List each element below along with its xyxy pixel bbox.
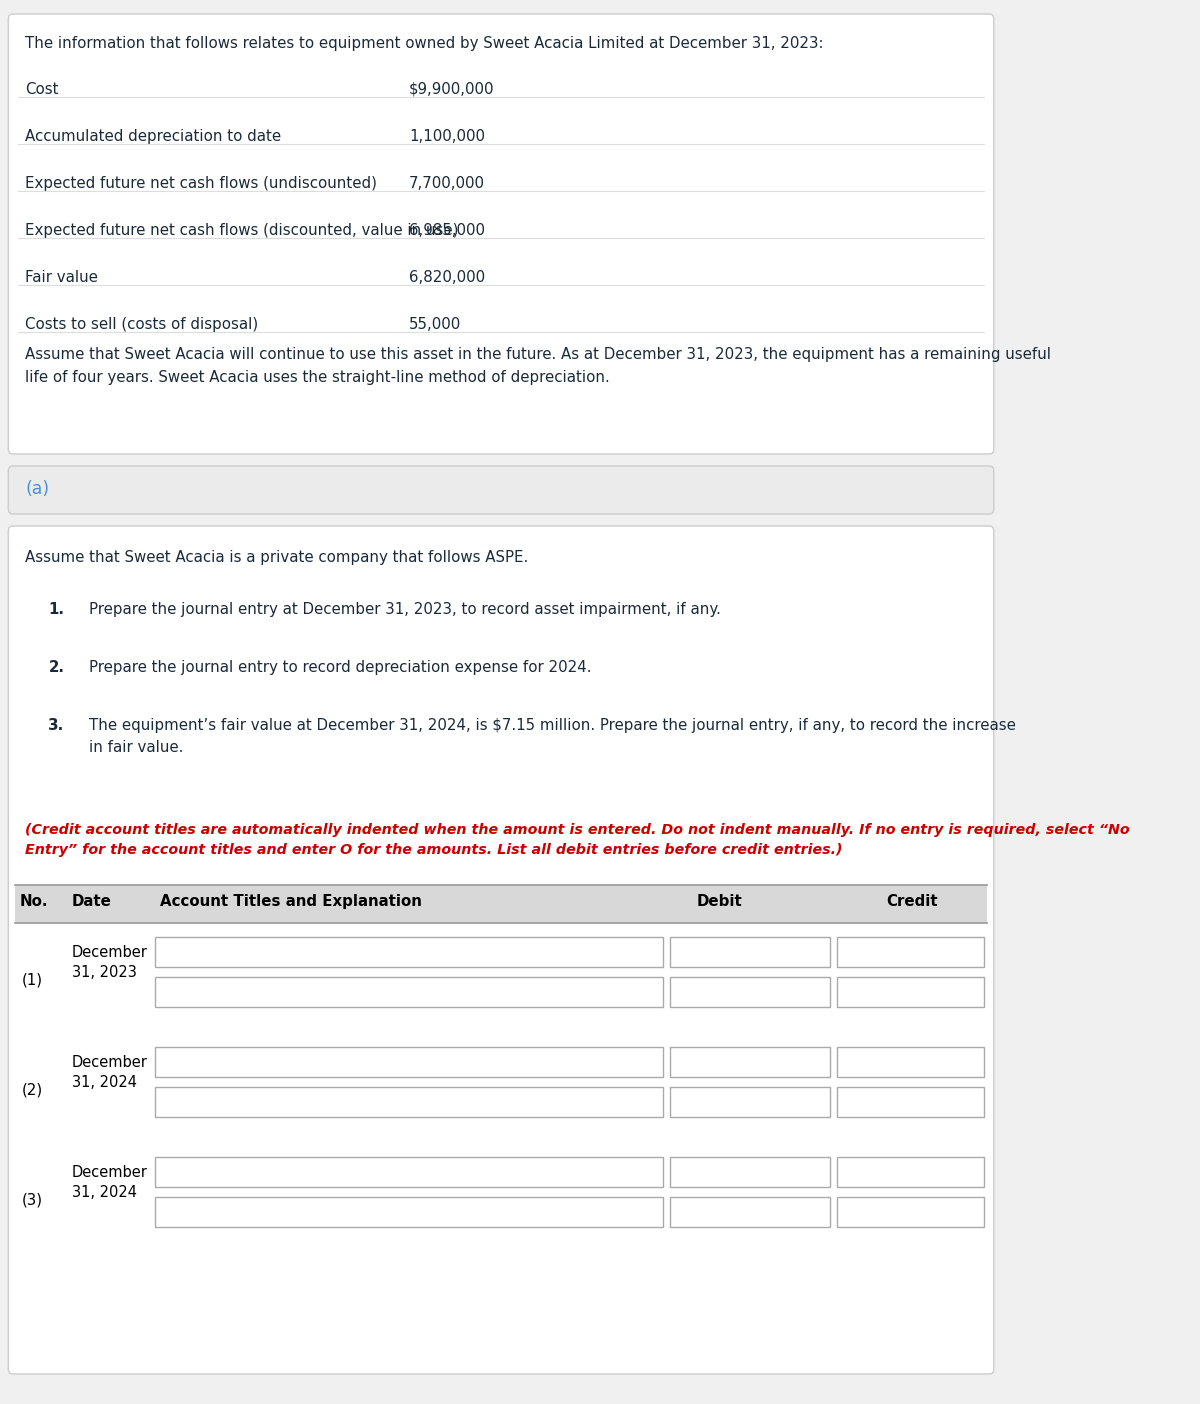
- Bar: [670, 1087, 830, 1118]
- Text: (a): (a): [25, 480, 49, 498]
- Bar: [155, 1198, 664, 1227]
- Bar: [155, 977, 664, 1007]
- Text: Credit: Credit: [886, 894, 937, 908]
- Text: 6,820,000: 6,820,000: [409, 270, 485, 285]
- Text: 1.: 1.: [48, 602, 65, 616]
- Text: (3): (3): [22, 1192, 43, 1207]
- Bar: [155, 1087, 664, 1118]
- FancyBboxPatch shape: [8, 526, 994, 1375]
- Text: Assume that Sweet Acacia will continue to use this asset in the future. As at De: Assume that Sweet Acacia will continue t…: [25, 347, 1051, 386]
- Text: Cost: Cost: [25, 81, 59, 97]
- Text: Costs to sell (costs of disposal): Costs to sell (costs of disposal): [25, 317, 258, 331]
- Text: Prepare the journal entry to record depreciation expense for 2024.: Prepare the journal entry to record depr…: [89, 660, 592, 675]
- FancyBboxPatch shape: [8, 466, 994, 514]
- Text: Date: Date: [72, 894, 112, 908]
- Bar: [836, 1157, 984, 1186]
- Text: Fair value: Fair value: [25, 270, 98, 285]
- Text: Accumulated depreciation to date: Accumulated depreciation to date: [25, 129, 281, 145]
- Text: December
31, 2024: December 31, 2024: [72, 1165, 148, 1200]
- Text: The equipment’s fair value at December 31, 2024, is $7.15 million. Prepare the j: The equipment’s fair value at December 3…: [89, 717, 1015, 755]
- Bar: [670, 1047, 830, 1077]
- Bar: [670, 1198, 830, 1227]
- Text: No.: No.: [20, 894, 48, 908]
- Bar: [16, 885, 988, 922]
- Text: Assume that Sweet Acacia is a private company that follows ASPE.: Assume that Sweet Acacia is a private co…: [25, 550, 528, 564]
- Text: $9,900,000: $9,900,000: [409, 81, 494, 97]
- Bar: [836, 1047, 984, 1077]
- Text: 3.: 3.: [48, 717, 65, 733]
- Bar: [836, 936, 984, 967]
- Bar: [155, 1157, 664, 1186]
- Bar: [155, 936, 664, 967]
- Text: The information that follows relates to equipment owned by Sweet Acacia Limited : The information that follows relates to …: [25, 37, 823, 51]
- Bar: [155, 1047, 664, 1077]
- FancyBboxPatch shape: [8, 14, 994, 453]
- Text: (2): (2): [22, 1082, 43, 1098]
- Text: Account Titles and Explanation: Account Titles and Explanation: [161, 894, 422, 908]
- Text: 2.: 2.: [48, 660, 65, 675]
- Bar: [670, 936, 830, 967]
- Text: 7,700,000: 7,700,000: [409, 176, 485, 191]
- Text: December
31, 2023: December 31, 2023: [72, 945, 148, 980]
- Bar: [836, 1087, 984, 1118]
- Bar: [836, 977, 984, 1007]
- Bar: [836, 1198, 984, 1227]
- Text: 6,985,000: 6,985,000: [409, 223, 485, 239]
- Text: Prepare the journal entry at December 31, 2023, to record asset impairment, if a: Prepare the journal entry at December 31…: [89, 602, 720, 616]
- Text: 1,100,000: 1,100,000: [409, 129, 485, 145]
- Text: (Credit account titles are automatically indented when the amount is entered. Do: (Credit account titles are automatically…: [25, 823, 1129, 856]
- Text: 55,000: 55,000: [409, 317, 462, 331]
- Bar: [670, 977, 830, 1007]
- Text: December
31, 2024: December 31, 2024: [72, 1054, 148, 1090]
- Text: Expected future net cash flows (undiscounted): Expected future net cash flows (undiscou…: [25, 176, 377, 191]
- Text: Expected future net cash flows (discounted, value in use): Expected future net cash flows (discount…: [25, 223, 458, 239]
- Text: (1): (1): [22, 973, 43, 987]
- Text: Debit: Debit: [697, 894, 743, 908]
- Bar: [670, 1157, 830, 1186]
